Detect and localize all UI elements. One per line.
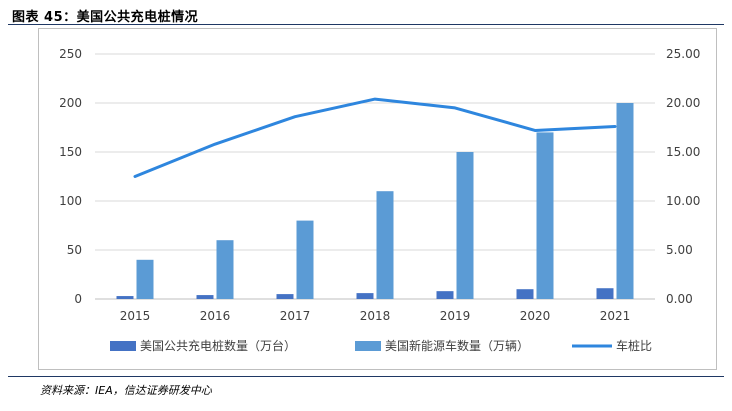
legend-swatch-chargers (110, 341, 136, 351)
x-tick-label: 2015 (120, 309, 151, 323)
source-note: 资料来源：IEA，信达证券研发中心 (40, 384, 212, 397)
x-tick-label: 2020 (520, 309, 551, 323)
y-right-tick-label: 20.00 (666, 96, 700, 110)
bottom-rule (8, 376, 724, 377)
legend-label-evs: 美国新能源车数量（万辆） (385, 338, 529, 353)
x-tick-label: 2018 (360, 309, 391, 323)
bars (116, 103, 634, 299)
y-left-tick-label: 0 (74, 292, 82, 306)
x-tick-label: 2019 (440, 309, 471, 323)
y-left-tick-label: 150 (59, 145, 82, 159)
chart-frame (38, 28, 717, 370)
legend-label-ratio: 车桩比 (616, 338, 652, 353)
bar-chargers (516, 289, 534, 299)
x-tick-label: 2016 (200, 309, 231, 323)
bar-evs (216, 240, 234, 299)
axes: 0 0.00 50 5.00 100 10.00 150 15.00 200 20.00 250 25… (59, 47, 700, 323)
y-right-tick-label: 25.00 (666, 47, 700, 61)
y-left-tick-label: 200 (59, 96, 82, 110)
y-right-tick-label: 10.00 (666, 194, 700, 208)
legend-swatch-evs (355, 341, 381, 351)
y-left-tick-label: 100 (59, 194, 82, 208)
bar-evs (536, 132, 554, 299)
bar-evs (376, 191, 394, 299)
bar-evs (616, 103, 634, 299)
bar-evs (456, 152, 474, 299)
figure-title: 图表 45：美国公共充电桩情况 (12, 10, 199, 25)
y-left-tick-label: 50 (67, 243, 82, 257)
legend: 美国公共充电桩数量（万台） 美国新能源车数量（万辆） 车桩比 (110, 338, 652, 353)
legend-label-chargers: 美国公共充电桩数量（万台） (140, 338, 296, 353)
bar-chargers (436, 291, 454, 299)
x-tick-label: 2021 (600, 309, 631, 323)
y-right-tick-label: 5.00 (666, 243, 693, 257)
ratio-line-group (133, 97, 617, 178)
y-right-tick-label: 0.00 (666, 292, 693, 306)
y-right-tick-label: 15.00 (666, 145, 700, 159)
bar-chargers (196, 295, 214, 299)
y-left-tick-label: 250 (59, 47, 82, 61)
x-tick-label: 2017 (280, 309, 311, 323)
top-rule (8, 24, 724, 25)
bar-chargers (276, 294, 294, 299)
gridlines (95, 53, 655, 300)
bar-chargers (356, 293, 374, 299)
bar-chargers (116, 296, 134, 299)
ratio-line (133, 97, 617, 178)
bar-chargers (596, 288, 614, 299)
bar-evs (136, 259, 154, 299)
bar-evs (296, 220, 314, 299)
